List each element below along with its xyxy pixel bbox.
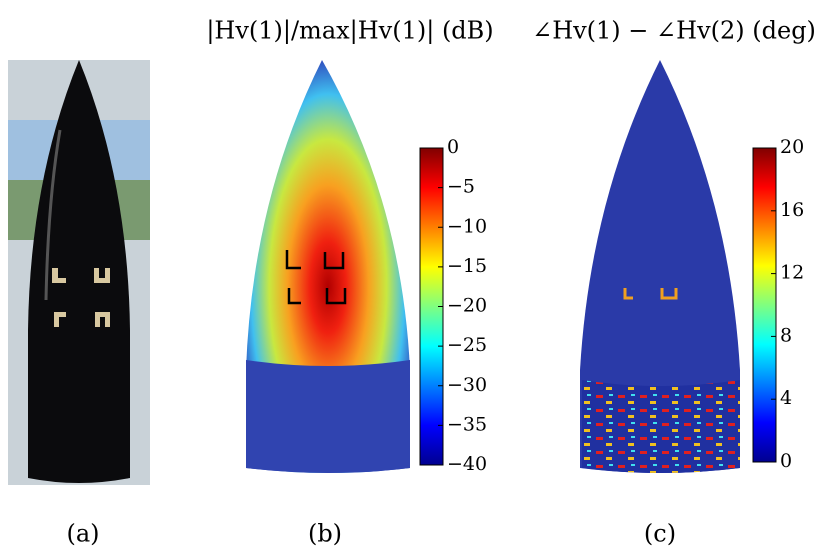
colorbar-tick-label: 4: [780, 387, 792, 409]
colorbar-tick-label: 16: [780, 199, 804, 221]
photo: [8, 60, 150, 485]
colorbar-c: [752, 147, 777, 463]
panel-label: (c): [644, 520, 676, 548]
colorbar-tick-label: 12: [780, 262, 804, 284]
heatmap-b: [246, 60, 410, 473]
panel-title: |Hv(1)|/max|Hv(1)| (dB): [206, 17, 493, 46]
colorbar-tick-label: −35: [447, 413, 487, 435]
colorbar-tick-label: −25: [447, 334, 487, 356]
colorbar-tick-label: −15: [447, 255, 487, 277]
colorbar-tick-label: −10: [447, 215, 487, 237]
colorbar-tick-label: −30: [447, 374, 487, 396]
heatmap-c: [580, 60, 740, 473]
panel-label: (b): [308, 520, 342, 548]
colorbar-tick-label: −20: [447, 295, 487, 317]
colorbar-tick-label: 0: [780, 450, 792, 472]
colorbar-tick-label: 8: [780, 324, 792, 346]
colorbar-tick-label: −5: [447, 176, 475, 198]
panel-label: (a): [66, 520, 99, 548]
panel-title: ∠Hv(1) − ∠Hv(2) (deg): [532, 17, 816, 45]
colorbar-tick-label: 0: [447, 136, 459, 158]
colorbar-tick-label: 20: [780, 136, 804, 158]
colorbar-tick-label: −40: [447, 453, 487, 475]
